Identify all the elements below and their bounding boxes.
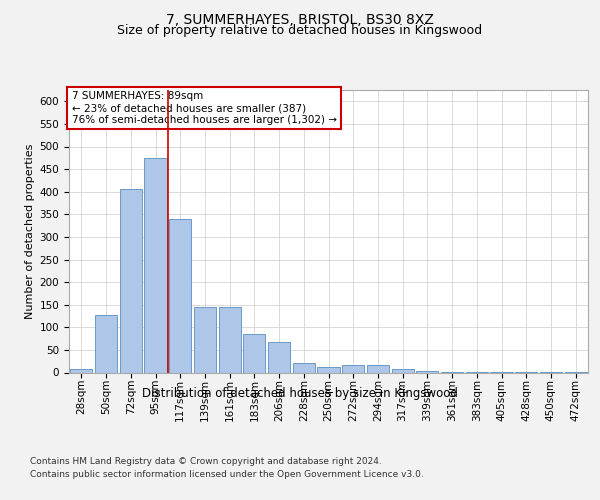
Bar bbox=[70, 369, 92, 372]
Bar bbox=[145, 158, 167, 372]
Bar bbox=[218, 307, 241, 372]
Bar bbox=[169, 219, 191, 372]
Text: Size of property relative to detached houses in Kingswood: Size of property relative to detached ho… bbox=[118, 24, 482, 37]
Text: Distribution of detached houses by size in Kingswood: Distribution of detached houses by size … bbox=[142, 388, 458, 400]
Bar bbox=[95, 314, 117, 372]
Text: 7 SUMMERHAYES: 89sqm
← 23% of detached houses are smaller (387)
76% of semi-deta: 7 SUMMERHAYES: 89sqm ← 23% of detached h… bbox=[71, 92, 337, 124]
Bar bbox=[194, 307, 216, 372]
Bar bbox=[268, 342, 290, 372]
Bar bbox=[317, 367, 340, 372]
Text: 7, SUMMERHAYES, BRISTOL, BS30 8XZ: 7, SUMMERHAYES, BRISTOL, BS30 8XZ bbox=[166, 12, 434, 26]
Bar bbox=[367, 366, 389, 372]
Y-axis label: Number of detached properties: Number of detached properties bbox=[25, 144, 35, 319]
Bar bbox=[392, 369, 414, 372]
Bar bbox=[416, 371, 439, 372]
Bar bbox=[243, 334, 265, 372]
Bar bbox=[119, 190, 142, 372]
Text: Contains HM Land Registry data © Crown copyright and database right 2024.: Contains HM Land Registry data © Crown c… bbox=[30, 458, 382, 466]
Text: Contains public sector information licensed under the Open Government Licence v3: Contains public sector information licen… bbox=[30, 470, 424, 479]
Bar bbox=[293, 364, 315, 372]
Bar bbox=[342, 366, 364, 372]
